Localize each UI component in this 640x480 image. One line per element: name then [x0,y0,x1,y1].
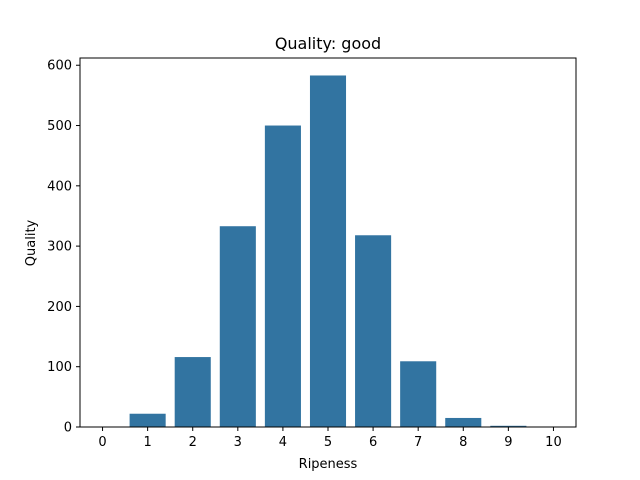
x-tick-label: 4 [279,435,287,450]
bar-9 [490,425,527,427]
y-tick-label: 600 [47,59,72,74]
x-tick-label: 6 [369,435,377,450]
bar-5 [309,75,347,427]
x-axis-label: Ripeness [299,457,358,472]
x-tick-label: 3 [234,435,242,450]
bar-6 [355,235,392,427]
y-tick-label: 200 [47,300,72,315]
bar-3 [219,226,256,427]
x-tick-label: 0 [98,435,106,450]
bar-1 [129,413,166,427]
bar-7 [400,361,437,427]
y-axis-label: Quality [24,219,39,266]
x-tick-label: 7 [414,435,422,450]
x-tick-label: 2 [189,435,197,450]
bars [129,75,527,427]
y-tick-label: 100 [47,360,72,375]
bar-2 [174,357,211,427]
y-tick-label: 300 [47,240,72,255]
y-tick-label: 500 [47,119,72,134]
bar-8 [445,417,482,427]
y-tick-label: 0 [64,421,72,436]
chart-title: Quality: good [275,34,381,53]
x-tick-label: 10 [545,435,562,450]
x-tick-label: 9 [504,435,512,450]
y-tick-label: 400 [47,179,72,194]
x-tick-label: 1 [143,435,151,450]
bar-4 [264,125,301,427]
x-tick-label: 8 [459,435,467,450]
x-axis-ticks: 0 1 2 3 4 5 6 7 8 9 10 [98,427,562,450]
y-axis-ticks: 0 100 200 300 400 500 600 [47,59,80,436]
x-tick-label: 5 [324,435,332,450]
